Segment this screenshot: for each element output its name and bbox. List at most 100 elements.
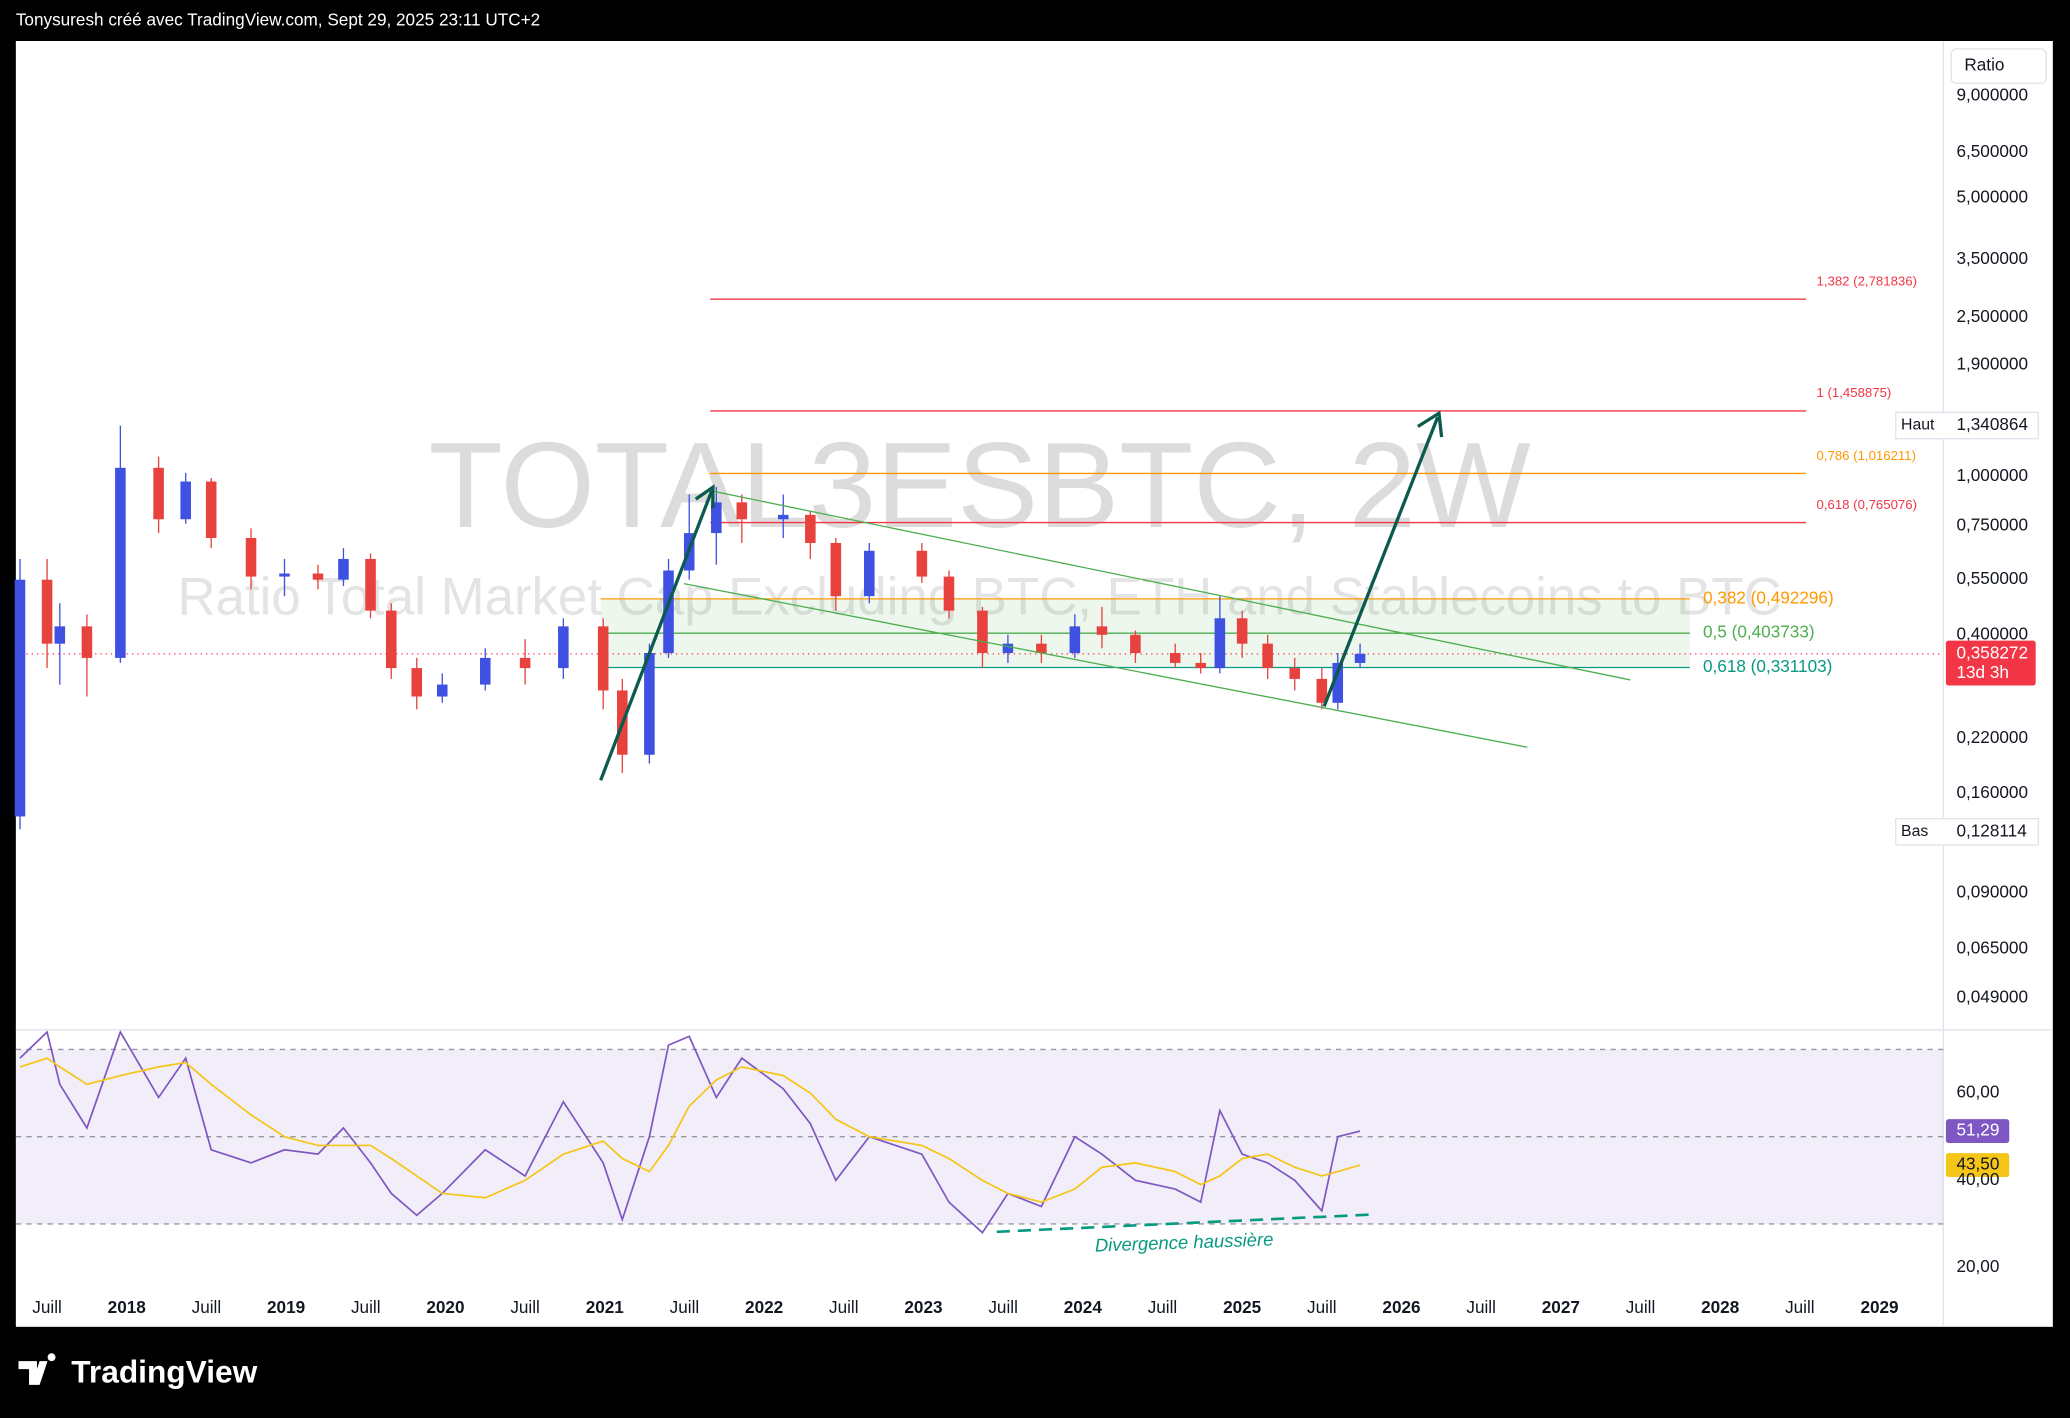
candle-body: [519, 657, 531, 669]
x-tick-label: 2018: [108, 1297, 147, 1317]
x-tick-label: Juill: [1626, 1297, 1656, 1317]
fib-label: 0,382 (0,492296): [1703, 587, 1834, 607]
fib-label: 0,5 (0,403733): [1703, 622, 1815, 642]
candle-body: [1332, 662, 1344, 703]
last-price-label: 0,358272: [1956, 642, 2028, 662]
candle-body: [205, 481, 217, 538]
countdown-label: 13d 3h: [1956, 662, 2008, 682]
x-tick-label: 2022: [745, 1297, 783, 1317]
candle-body: [736, 502, 748, 520]
candle-body: [1169, 653, 1181, 663]
candle-body: [1289, 668, 1301, 679]
y-tick-label: 5,000000: [1956, 186, 2028, 206]
rsi-tick-label: 60,00: [1956, 1082, 1999, 1102]
chart-area: [15, 41, 2053, 1327]
x-tick-label: 2023: [904, 1297, 942, 1317]
candle-body: [864, 550, 875, 597]
scale-button[interactable]: [1950, 48, 2047, 84]
y-tick-label: 9,000000: [1956, 85, 2028, 105]
candle-body: [1236, 618, 1248, 644]
candle-body: [1316, 678, 1328, 703]
channel-line: [683, 582, 1528, 748]
x-tick-label: Juill: [1466, 1297, 1496, 1317]
x-tick-label: Juill: [988, 1297, 1018, 1317]
x-tick-label: 2020: [426, 1297, 464, 1317]
y-tick-label: 0,220000: [1956, 727, 2028, 747]
x-tick-label: 2029: [1860, 1297, 1898, 1317]
candle-body: [1354, 653, 1366, 663]
candle-body: [479, 657, 491, 685]
logo: TradingView: [18, 1353, 258, 1390]
drawings: [599, 410, 1631, 1234]
candle-body: [365, 558, 376, 611]
fib-label: 0,618 (0,765076): [1817, 497, 1917, 512]
candle-body: [597, 626, 609, 691]
low-name: Bas: [1901, 823, 1928, 840]
y-tick-label: 0,090000: [1956, 881, 2028, 901]
x-tick-label: Juill: [351, 1297, 381, 1317]
candle-body: [663, 570, 674, 654]
y-tick-label: 1,000000: [1956, 465, 2028, 485]
high-name: Haut: [1901, 417, 1935, 434]
logo-icon: [18, 1353, 56, 1385]
header: Tonysuresh créé avec TradingView.com, Se…: [16, 10, 540, 30]
high-badge: [1895, 411, 2039, 440]
scale-label[interactable]: Ratio: [1964, 55, 2004, 75]
fib-label: 0,786 (1,016211): [1817, 448, 1916, 463]
x-tick-label: Juill: [32, 1297, 62, 1317]
y-tick-label: 6,500000: [1956, 141, 2028, 161]
x-tick-label: Juill: [1307, 1297, 1337, 1317]
candle-body: [777, 514, 789, 520]
x-tick-label: Juill: [192, 1297, 222, 1317]
arrow-head: [1416, 410, 1444, 438]
candle-body: [385, 610, 397, 669]
x-tick-label: Juill: [510, 1297, 540, 1317]
x-tick-label: Juill: [1785, 1297, 1815, 1317]
y-tick-label: 0,400000: [1956, 623, 2028, 643]
candle-body: [436, 684, 448, 697]
candle-body: [644, 653, 655, 755]
y-tick-label: 0,160000: [1956, 782, 2028, 802]
x-tick-label: 2019: [267, 1297, 305, 1317]
candle-body: [115, 467, 126, 658]
x-tick-label: Juill: [1148, 1297, 1178, 1317]
candle-body: [245, 537, 257, 577]
x-tick-label: Juill: [670, 1297, 700, 1317]
fib-label: 1,382 (2,781836): [1817, 274, 1917, 289]
candle-body: [943, 576, 955, 611]
candle-body: [1214, 618, 1226, 669]
candle-body: [977, 610, 988, 654]
x-tick-label: Juill: [829, 1297, 859, 1317]
candle-body: [312, 573, 324, 580]
fib-label: 0,618 (0,331103): [1703, 656, 1832, 676]
candle-body: [279, 573, 290, 577]
rsi-line: [19, 1029, 1361, 1235]
candle-body: [1002, 643, 1014, 654]
candle-body: [805, 514, 816, 543]
y-tick-label: 0,065000: [1956, 938, 2028, 958]
trend-arrow: [1322, 416, 1440, 707]
fib-label: 1 (1,458875): [1817, 385, 1892, 400]
candle-body: [1096, 626, 1108, 635]
rsi-value-label: 43,50: [1956, 1154, 1999, 1174]
candle-body: [558, 626, 569, 669]
x-tick-label: 2026: [1382, 1297, 1420, 1317]
x-tick-label: 2027: [1542, 1297, 1580, 1317]
x-tick-label: 2024: [1064, 1297, 1103, 1317]
candle-body: [41, 579, 53, 644]
candle-body: [411, 668, 423, 697]
candle-body: [1130, 634, 1141, 654]
rsi-value-label: 51,29: [1956, 1120, 1999, 1140]
candle-body: [1195, 662, 1207, 669]
x-tick-label: 2021: [586, 1297, 625, 1317]
low-value: 0,128114: [1956, 820, 2027, 840]
y-tick-label: 0,750000: [1956, 515, 2028, 535]
candle-body: [1036, 643, 1047, 654]
y-tick-label: 3,500000: [1956, 248, 2028, 268]
low-badge: [1895, 817, 2039, 846]
channel-line: [712, 490, 1631, 681]
candle-body: [711, 502, 722, 534]
rsi-value-badge: [1945, 1119, 2010, 1143]
